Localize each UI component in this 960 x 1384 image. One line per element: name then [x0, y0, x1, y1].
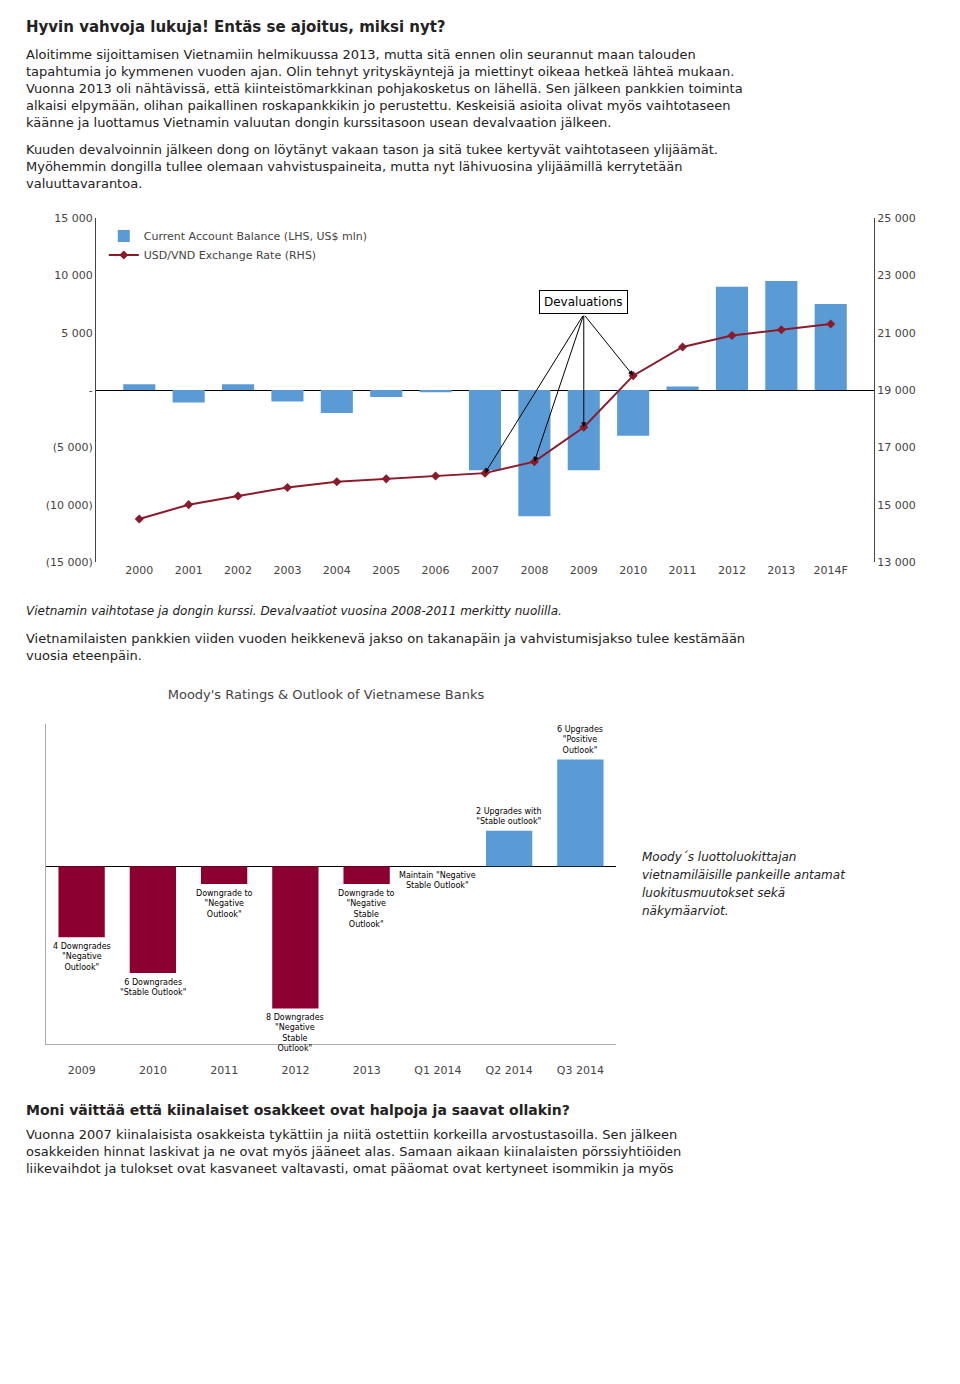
svg-text:Downgrade to"NegativeOutlook": Downgrade to"NegativeOutlook" — [196, 889, 253, 919]
svg-text:2005: 2005 — [372, 564, 400, 577]
html-text:käänne ja luottamus Vietnamin: käänne ja luottamus Vietnamin valuutan d… — [26, 115, 612, 130]
svg-text:2010: 2010 — [139, 1064, 167, 1077]
svg-text:5 000: 5 000 — [61, 327, 93, 340]
html-text:Vuonna 2007 kiinalaisista osak: Vuonna 2007 kiinalaisista osakkeista tyk… — [26, 1127, 678, 1142]
svg-text:-: - — [89, 384, 93, 397]
svg-text:2000: 2000 — [125, 564, 153, 577]
svg-text:19 000: 19 000 — [877, 384, 916, 397]
svg-text:Q3 2014: Q3 2014 — [557, 1064, 604, 1077]
svg-text:2002: 2002 — [224, 564, 252, 577]
svg-text:21 000: 21 000 — [877, 327, 916, 340]
svg-text:2011: 2011 — [210, 1064, 238, 1077]
svg-text:2007: 2007 — [471, 564, 499, 577]
svg-text:Devaluations: Devaluations — [544, 295, 623, 309]
html-text:Kuuden devalvoinnin jälkeen do: Kuuden devalvoinnin jälkeen dong on löyt… — [26, 142, 718, 157]
svg-text:Moody's Ratings & Outlook of V: Moody's Ratings & Outlook of Vietnamese … — [168, 687, 485, 702]
svg-text:23 000: 23 000 — [877, 269, 916, 282]
svg-text:2012: 2012 — [718, 564, 746, 577]
html-text:Moody´s luottoluokittajan viet: Moody´s luottoluokittajan vietnamiläisil… — [642, 850, 845, 918]
svg-text:Maintain "NegativeStable Outlo: Maintain "NegativeStable Outlook" — [399, 871, 476, 890]
svg-text:2004: 2004 — [323, 564, 351, 577]
html-text:tapahtumia jo kymmenen vuoden: tapahtumia jo kymmenen vuoden ajan. Olin… — [26, 64, 735, 79]
svg-text:2009: 2009 — [68, 1064, 96, 1077]
svg-text:(15 000): (15 000) — [46, 556, 93, 569]
html-text:Moni väittää että kiinalaiset: Moni väittää että kiinalaiset osakkeet o… — [26, 1102, 570, 1118]
html-text:Vietnamilaisten pankkien viide: Vietnamilaisten pankkien viiden vuoden h… — [26, 631, 746, 646]
svg-text:2009: 2009 — [570, 564, 598, 577]
svg-text:2012: 2012 — [281, 1064, 309, 1077]
svg-text:2013: 2013 — [353, 1064, 381, 1077]
svg-text:25 000: 25 000 — [877, 212, 916, 225]
svg-text:13 000: 13 000 — [877, 556, 916, 569]
svg-text:2006: 2006 — [422, 564, 450, 577]
svg-text:6 Upgrades"PositiveOutlook": 6 Upgrades"PositiveOutlook" — [557, 725, 603, 755]
svg-text:USD/VND Exchange Rate (RHS): USD/VND Exchange Rate (RHS) — [144, 249, 316, 262]
html-text:osakkeiden hinnat laskivat ja: osakkeiden hinnat laskivat ja ne ovat my… — [26, 1144, 682, 1159]
html-text:alkaisi elpymään, olihan paika: alkaisi elpymään, olihan paikallinen ros… — [26, 98, 731, 113]
svg-text:2008: 2008 — [520, 564, 548, 577]
html-text:Vietnamin vaihtotase ja dongin: Vietnamin vaihtotase ja dongin kurssi. D… — [26, 604, 562, 618]
svg-text:2011: 2011 — [669, 564, 697, 577]
html-text:Aloitimme sijoittamisen Vietna: Aloitimme sijoittamisen Vietnamiin helmi… — [26, 47, 696, 62]
html-text:liikevaihdot ja tulokset ovat: liikevaihdot ja tulokset ovat kasvaneet … — [26, 1161, 674, 1176]
svg-text:6 Downgrades"Stable Outlook": 6 Downgrades"Stable Outlook" — [120, 978, 186, 997]
html-text:valuuttavarantoa.: valuuttavarantoa. — [26, 176, 143, 191]
html-text:Myöhemmin dongilla tullee olem: Myöhemmin dongilla tullee olemaan vahvis… — [26, 159, 683, 174]
svg-text:2 Upgrades with"Stable outlook: 2 Upgrades with"Stable outlook" — [476, 807, 542, 826]
svg-text:(10 000): (10 000) — [46, 499, 93, 512]
svg-text:(5 000): (5 000) — [53, 441, 93, 454]
svg-text:2014F: 2014F — [814, 564, 848, 577]
svg-text:2003: 2003 — [273, 564, 301, 577]
svg-text:8 Downgrades"NegativeStableOut: 8 Downgrades"NegativeStableOutlook" — [266, 1013, 324, 1053]
svg-text:Downgrade to"NegativeStableOut: Downgrade to"NegativeStableOutlook" — [338, 889, 395, 929]
svg-text:2013: 2013 — [767, 564, 795, 577]
svg-text:2010: 2010 — [619, 564, 647, 577]
svg-text:15 000: 15 000 — [54, 212, 93, 225]
svg-text:Current Account Balance (LHS,: Current Account Balance (LHS, US$ mln) — [144, 230, 367, 243]
svg-text:15 000: 15 000 — [877, 499, 916, 512]
html-text:vuosia eteenpäin.: vuosia eteenpäin. — [26, 648, 142, 663]
svg-text:10 000: 10 000 — [54, 269, 93, 282]
svg-text:4 Downgrades"NegativeOutlook": 4 Downgrades"NegativeOutlook" — [53, 942, 111, 972]
svg-text:Q2 2014: Q2 2014 — [486, 1064, 533, 1077]
html-text:Hyvin vahvoja lukuja! Entäs se: Hyvin vahvoja lukuja! Entäs se ajoitus, … — [26, 18, 446, 36]
svg-text:Q1 2014: Q1 2014 — [414, 1064, 461, 1077]
svg-text:17 000: 17 000 — [877, 441, 916, 454]
html-text:Vuonna 2013 oli nähtävissä, et: Vuonna 2013 oli nähtävissä, että kiintei… — [26, 81, 743, 96]
svg-text:2001: 2001 — [175, 564, 203, 577]
